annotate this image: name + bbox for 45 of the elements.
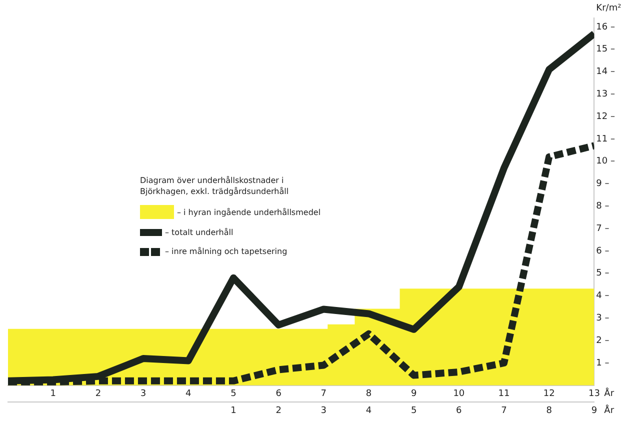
x-tick-label: 3 — [140, 389, 146, 400]
y-tick-label: 7 – — [596, 224, 610, 234]
x2-tick-label: 3 — [320, 406, 327, 416]
y-tick-label: 13 – — [596, 90, 616, 100]
x2-tick-label: 2 — [276, 406, 282, 416]
x-tick-label: 6 — [276, 389, 282, 400]
y-tick-label: 4 – — [596, 291, 610, 302]
y-tick-label: 12 – — [596, 112, 616, 122]
x-tick-label: 7 — [320, 389, 327, 400]
x2-tick-label: 8 — [546, 406, 552, 416]
x-tick-label: 4 — [186, 389, 192, 400]
x-tick-label: 5 — [230, 389, 236, 400]
legend-label: – inre målning och tapetsering — [165, 247, 288, 256]
x-tick-label: 2 — [95, 389, 102, 400]
x-tick-label: 8 — [366, 389, 372, 400]
x2-tick-label: 1 — [230, 406, 236, 416]
x2-tick-label: 9 — [591, 406, 598, 416]
y-tick-label: 1 – — [596, 358, 610, 368]
x-tick-label: 1 — [50, 389, 56, 400]
y-tick-label: 10 – — [596, 156, 616, 167]
y-tick-label: 16 – — [596, 22, 616, 32]
y-tick-label: 15 – — [596, 44, 616, 55]
y-tick-label: 5 – — [596, 268, 610, 279]
y-axis-title: Kr/m² — [596, 3, 622, 14]
y-tick-label: 11 – — [596, 134, 616, 144]
legend-title: Diagram över underhållskostnader i Björkhagen, exkl. trädgårdsunderhåll — [140, 175, 290, 197]
x-tick-label: 12 — [543, 389, 555, 400]
y-tick-label: 3 – — [596, 314, 610, 324]
x2-tick-label: 7 — [501, 406, 507, 416]
x2-tick-label: 4 — [366, 406, 372, 416]
y-tick-label: 2 – — [596, 336, 610, 346]
y-tick-label: 9 – — [596, 179, 610, 190]
y-tick-label: 6 – — [596, 246, 610, 256]
legend-label: – totalt underhåll — [165, 228, 234, 237]
x-tick-label: 13 — [588, 389, 600, 400]
y-tick-label: 8 – — [596, 202, 610, 212]
x-tick-label: 9 — [410, 389, 417, 400]
x-axis-title: År — [604, 387, 614, 400]
x-tick-label: 10 — [453, 389, 465, 400]
y-tick-label: 14 – — [596, 67, 616, 78]
legend-label: – i hyran ingående underhållsmedel — [177, 208, 321, 216]
x2-tick-label: 6 — [456, 406, 462, 416]
x-tick-label: 11 — [498, 389, 510, 400]
x2-axis-title: År — [604, 404, 614, 416]
x2-tick-label: 5 — [410, 406, 417, 416]
